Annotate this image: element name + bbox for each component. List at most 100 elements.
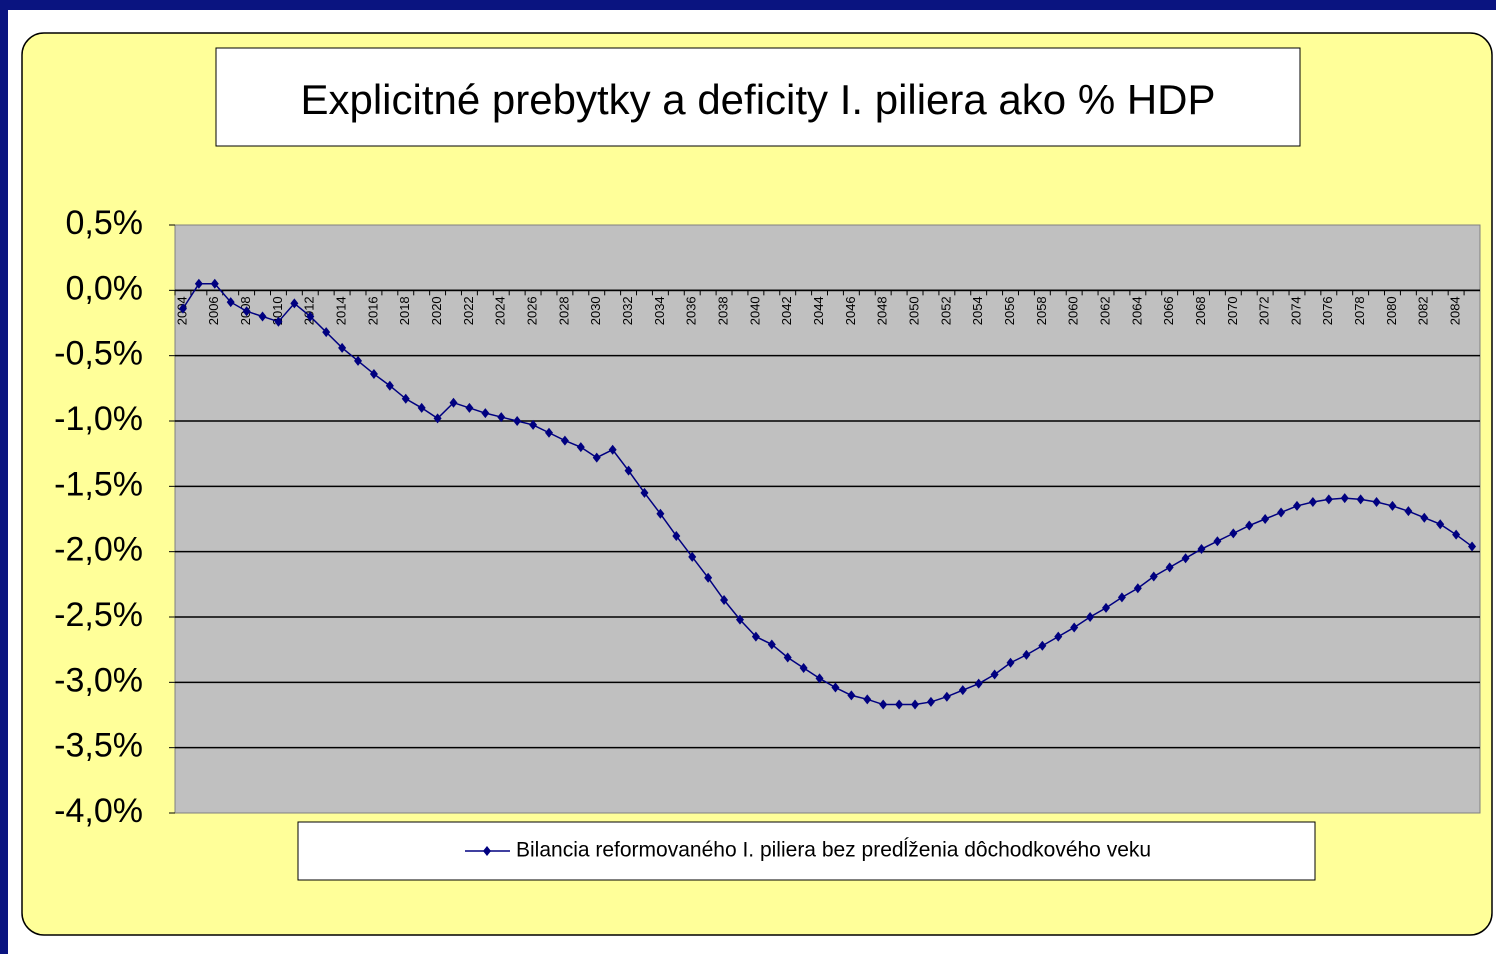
x-tick-label: 2068 bbox=[1193, 296, 1208, 325]
y-tick-label: -1,0% bbox=[54, 400, 143, 438]
chart-title: Explicitné prebytky a deficity I. pilier… bbox=[300, 76, 1215, 123]
x-tick-label: 2054 bbox=[970, 296, 985, 325]
x-tick-label: 2064 bbox=[1129, 296, 1144, 325]
data-point bbox=[942, 691, 951, 702]
x-tick-label: 2074 bbox=[1288, 296, 1303, 325]
x-tick-label: 2024 bbox=[493, 296, 508, 325]
data-point bbox=[1452, 529, 1461, 540]
data-point bbox=[704, 572, 713, 583]
data-point bbox=[1006, 657, 1015, 668]
data-point bbox=[656, 508, 665, 519]
data-point bbox=[258, 311, 267, 322]
x-tick-label: 2060 bbox=[1066, 296, 1081, 325]
x-tick-label: 2020 bbox=[429, 296, 444, 325]
data-point bbox=[354, 355, 363, 366]
x-tick-label: 2036 bbox=[684, 296, 699, 325]
data-point bbox=[1436, 519, 1445, 530]
data-point bbox=[1340, 493, 1349, 504]
x-tick-label: 2056 bbox=[1002, 296, 1017, 325]
y-tick-label: -1,5% bbox=[54, 465, 143, 503]
y-tick-label: -3,5% bbox=[54, 727, 143, 765]
data-point bbox=[401, 393, 410, 404]
data-point bbox=[242, 306, 251, 317]
x-tick-label: 2052 bbox=[938, 296, 953, 325]
x-tick-label: 2046 bbox=[843, 296, 858, 325]
data-point bbox=[879, 699, 888, 710]
data-point bbox=[306, 311, 315, 322]
data-point bbox=[1468, 541, 1477, 552]
data-point bbox=[465, 402, 474, 413]
data-point bbox=[433, 413, 442, 424]
data-point bbox=[640, 487, 649, 498]
data-point bbox=[274, 316, 283, 327]
data-point bbox=[751, 631, 760, 642]
data-point bbox=[1245, 520, 1254, 531]
data-point bbox=[847, 690, 856, 701]
data-point bbox=[863, 694, 872, 705]
data-point bbox=[783, 652, 792, 663]
data-point bbox=[672, 530, 681, 541]
data-point bbox=[1086, 612, 1095, 622]
data-point bbox=[1054, 631, 1063, 642]
data-point bbox=[720, 595, 729, 606]
x-tick-label: 2022 bbox=[461, 296, 476, 325]
y-tick-label: -3,0% bbox=[54, 661, 143, 699]
data-point bbox=[544, 427, 553, 438]
y-tick-label: -0,5% bbox=[54, 335, 143, 373]
series-line bbox=[182, 283, 1473, 706]
data-point bbox=[592, 452, 601, 463]
data-point bbox=[290, 298, 299, 309]
title-box bbox=[215, 47, 1301, 147]
data-point bbox=[1404, 506, 1413, 517]
x-tick-label: 2026 bbox=[525, 296, 540, 325]
x-tick-label: 2050 bbox=[906, 296, 921, 325]
data-point bbox=[1197, 544, 1206, 555]
data-point bbox=[1372, 497, 1381, 508]
x-tick-label: 2080 bbox=[1384, 296, 1399, 325]
data-point bbox=[385, 380, 394, 391]
data-point bbox=[735, 614, 744, 625]
data-point bbox=[210, 278, 219, 289]
data-point bbox=[497, 412, 506, 423]
x-tick-label: 2066 bbox=[1161, 296, 1176, 325]
x-tick-label: 2016 bbox=[365, 296, 380, 325]
data-point bbox=[1102, 602, 1111, 613]
x-tick-label: 2040 bbox=[747, 296, 762, 325]
x-tick-label: 2030 bbox=[588, 296, 603, 325]
data-point bbox=[1038, 640, 1047, 651]
x-tick-label: 2084 bbox=[1448, 296, 1463, 325]
data-point bbox=[958, 685, 967, 696]
x-tick-label: 2076 bbox=[1320, 296, 1335, 325]
data-point bbox=[1165, 562, 1174, 573]
data-point bbox=[226, 297, 235, 308]
data-point bbox=[576, 442, 585, 453]
data-point bbox=[815, 673, 824, 684]
data-point bbox=[799, 662, 808, 673]
data-point bbox=[1308, 497, 1317, 508]
x-tick-label: 2018 bbox=[397, 296, 412, 325]
data-point bbox=[608, 444, 617, 455]
y-tick-label: -4,0% bbox=[54, 792, 143, 830]
data-point bbox=[481, 408, 490, 419]
x-tick-label: 2044 bbox=[811, 296, 826, 325]
data-point bbox=[1133, 583, 1142, 594]
data-point bbox=[1324, 494, 1333, 505]
data-point bbox=[895, 699, 904, 710]
x-tick-label: 2070 bbox=[1225, 296, 1240, 325]
data-point bbox=[688, 551, 697, 562]
y-tick-label: 0,0% bbox=[66, 269, 144, 307]
data-point bbox=[831, 682, 840, 693]
data-point bbox=[1292, 500, 1301, 511]
data-point bbox=[1356, 494, 1365, 505]
data-point bbox=[1117, 592, 1126, 603]
x-tick-label: 2034 bbox=[652, 296, 667, 325]
data-point bbox=[1388, 500, 1397, 511]
x-tick-label: 2072 bbox=[1257, 296, 1272, 325]
data-point bbox=[529, 419, 538, 430]
data-point bbox=[513, 416, 522, 426]
data-point bbox=[1213, 536, 1222, 547]
y-tick-label: 0,5% bbox=[66, 204, 144, 242]
y-tick-label: -2,0% bbox=[54, 531, 143, 569]
data-point bbox=[1420, 512, 1429, 523]
